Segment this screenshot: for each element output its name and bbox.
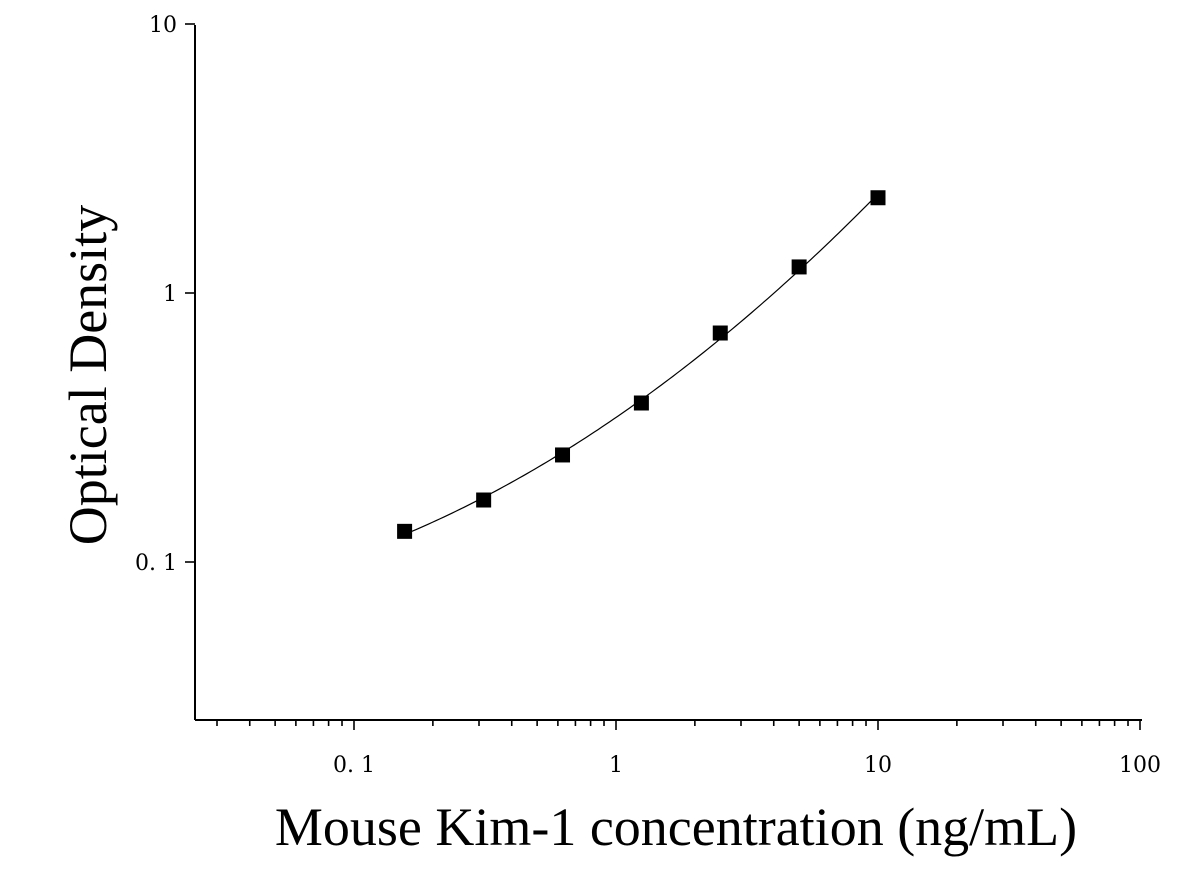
- y-tick-label: 1: [163, 282, 177, 307]
- data-point-marker: [476, 492, 492, 508]
- x-tick-label: 100: [1119, 753, 1161, 778]
- x-tick-label: 1: [609, 753, 623, 778]
- fit-curve-layer: [404, 193, 879, 535]
- x-tick-label: 0. 1: [333, 753, 375, 778]
- data-point-marker: [397, 523, 413, 539]
- data-points: [397, 190, 886, 539]
- axes: [185, 23, 1142, 730]
- data-point-marker: [791, 259, 807, 275]
- y-axis-title: Optical Density: [58, 205, 118, 545]
- x-tick-label: 10: [864, 753, 892, 778]
- x-axis-title: Mouse Kim-1 concentration (ng/mL): [275, 797, 1077, 857]
- data-point-marker: [870, 190, 886, 206]
- fit-curve: [404, 193, 879, 535]
- tick-labels: 0. 1 1 10 100 0. 1 1 10: [135, 13, 1161, 778]
- data-point-marker: [633, 395, 649, 411]
- data-point-marker: [555, 447, 571, 463]
- y-tick-label: 0. 1: [135, 551, 177, 576]
- y-tick-label: 10: [149, 13, 177, 38]
- data-point-marker: [712, 325, 728, 341]
